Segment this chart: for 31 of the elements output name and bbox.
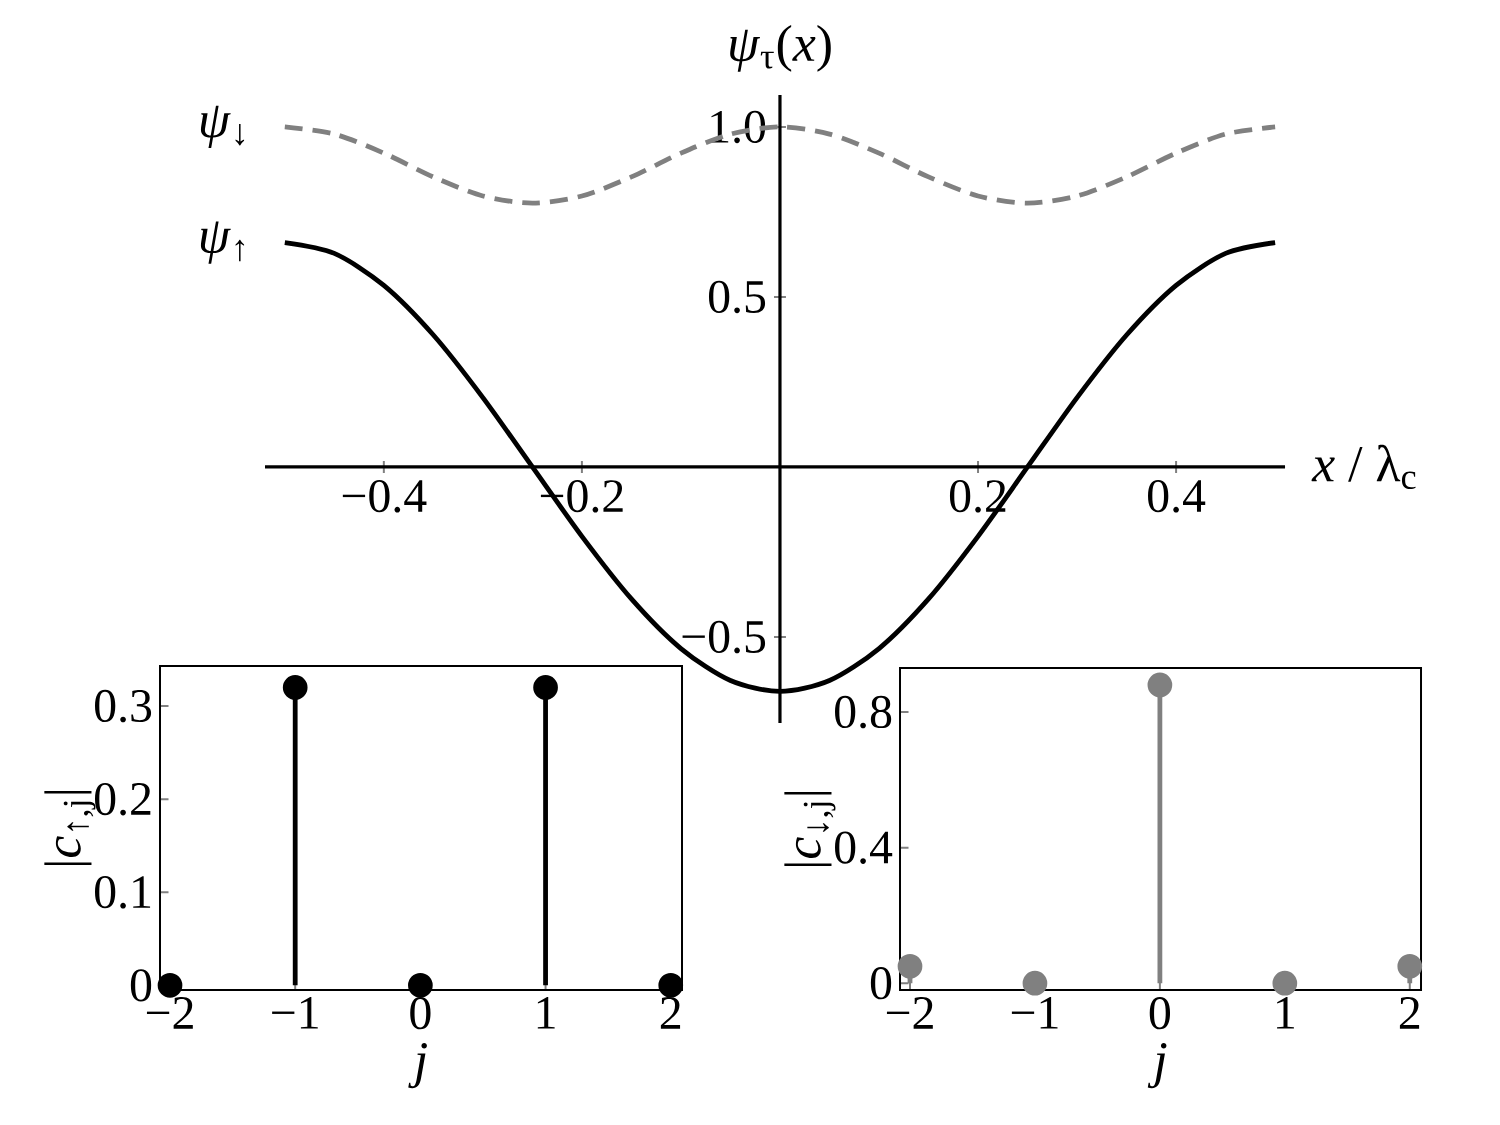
y-axis-title: |c$_{↓,j}$| bbox=[784, 791, 836, 867]
series-label: ψ$_{↓}$ bbox=[200, 105, 245, 149]
y-tick-label: 0.3 bbox=[95, 689, 152, 723]
x-tick-label: −1 bbox=[1011, 997, 1058, 1029]
x-tick-label: 1 bbox=[537, 997, 555, 1029]
x-axis-title: j bbox=[1147, 1042, 1167, 1089]
y-axis-title: |c$_{↑,j}$| bbox=[44, 790, 96, 866]
x-tick-label: 0 bbox=[1149, 997, 1171, 1030]
y-tick-label: 0.1 bbox=[95, 875, 151, 909]
y-tick-label: 0.4 bbox=[835, 831, 893, 864]
y-axis-title: ψ$_{τ}$(x) bbox=[730, 24, 831, 72]
x-axis-title: j bbox=[408, 1042, 427, 1089]
y-tick-label: 0.2 bbox=[95, 782, 151, 816]
y-tick-label: 0.5 bbox=[708, 280, 766, 314]
x-tick-label: 2 bbox=[660, 997, 681, 1029]
y-tick-label: 0.8 bbox=[835, 695, 892, 729]
x-tick-label: 2 bbox=[1399, 997, 1420, 1029]
point bbox=[1272, 970, 1298, 996]
x-tick-label: −1 bbox=[272, 997, 318, 1029]
x-tick-label: 0.4 bbox=[1148, 479, 1206, 513]
x-tick-label: 0.2 bbox=[949, 479, 1006, 513]
x-tick-label: 1 bbox=[1277, 997, 1294, 1029]
x-axis-title: x / λ$_{c}$ bbox=[1311, 444, 1416, 490]
series-label: ψ$_{↑}$ bbox=[200, 221, 245, 264]
point bbox=[1147, 672, 1173, 698]
point bbox=[1022, 970, 1048, 996]
y-tick-label: −0.5 bbox=[682, 620, 766, 654]
x-tick-label: 0 bbox=[410, 997, 431, 1030]
point bbox=[1397, 953, 1423, 979]
x-tick-label: −0.4 bbox=[342, 479, 427, 513]
point bbox=[897, 953, 923, 979]
